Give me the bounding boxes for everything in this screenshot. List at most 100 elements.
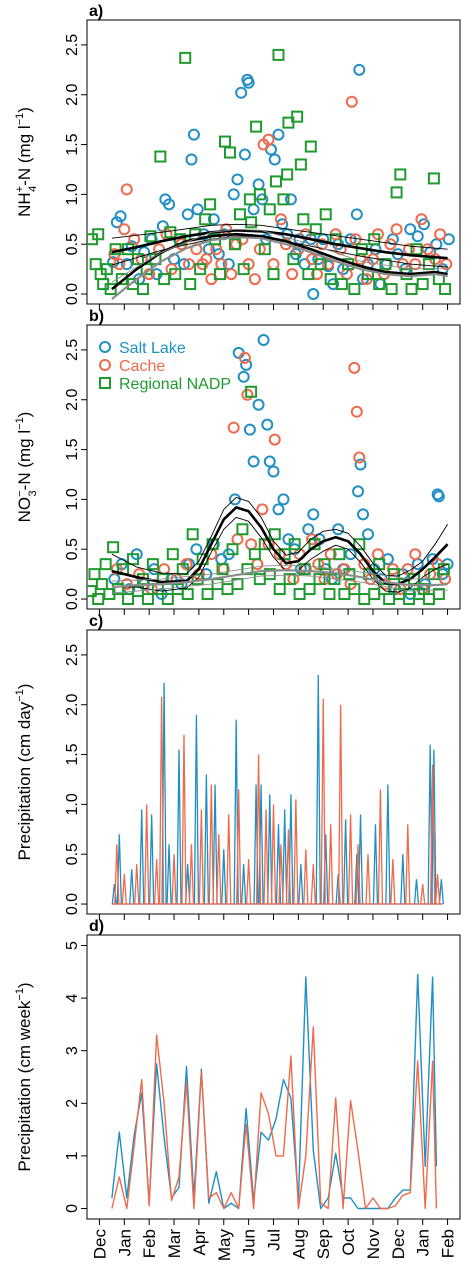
precip-spike-cache <box>293 799 299 905</box>
data-point-cache <box>231 533 244 546</box>
data-point-cache <box>256 503 269 516</box>
data-point-nadp <box>231 578 244 591</box>
data-point-nadp <box>107 541 120 554</box>
y-tick-label: 1.0 <box>64 183 81 205</box>
data-point-salt-lake <box>114 210 127 223</box>
data-point-nadp <box>333 548 346 561</box>
data-point-nadp <box>388 568 401 581</box>
data-point-nadp <box>164 226 177 239</box>
data-point-salt-lake <box>207 213 220 226</box>
data-point-cache <box>353 451 366 464</box>
data-point-nadp <box>204 198 217 211</box>
fit-curve <box>111 574 448 594</box>
data-point-salt-lake <box>268 153 281 166</box>
fit-curve <box>111 564 448 582</box>
data-point-cache <box>241 388 254 401</box>
data-point-nadp <box>95 578 108 591</box>
precip-spike-salt-lake <box>212 784 218 905</box>
y-tick-label: 5 <box>64 941 81 950</box>
data-point-cache <box>118 223 131 236</box>
precip-spike-salt-lake <box>431 749 437 905</box>
data-point-cache <box>227 421 240 434</box>
data-point-nadp <box>303 583 316 596</box>
data-point-nadp <box>288 538 301 551</box>
legend-label: Cache <box>119 358 165 375</box>
precip-spike-salt-lake <box>221 849 227 905</box>
data-point-salt-lake <box>277 493 290 506</box>
data-point-nadp <box>368 588 381 601</box>
y-tick-label: 1.5 <box>64 133 81 155</box>
data-point-nadp <box>338 588 351 601</box>
y-label-rest: -N (mg l <box>15 125 34 185</box>
precip-spike-cache <box>121 874 127 905</box>
precip-spike-cache <box>285 829 292 905</box>
data-point-nadp <box>373 278 386 291</box>
y-label-unit-sup: −1 <box>14 689 26 702</box>
data-point-nadp <box>179 51 192 64</box>
data-point-nadp <box>237 263 250 276</box>
precip-spike-cache <box>429 764 436 905</box>
data-point-nadp <box>394 168 407 181</box>
data-point-nadp <box>267 268 280 281</box>
line-salt-lake <box>111 973 438 1210</box>
precip-spike-salt-lake <box>413 879 420 905</box>
y-label-close: ) <box>15 412 34 418</box>
data-point-nadp <box>385 283 398 296</box>
data-point-cache <box>238 351 251 364</box>
data-point-nadp <box>309 223 322 236</box>
y-tick-label: 0.0 <box>64 893 81 915</box>
data-point-nadp <box>112 583 125 596</box>
precip-spike-cache <box>270 804 277 905</box>
data-point-nadp <box>243 193 256 206</box>
data-point-cache <box>324 548 337 561</box>
y-tick-label: 2.5 <box>64 644 81 666</box>
data-point-nadp <box>353 538 366 551</box>
data-point-nadp <box>161 593 174 606</box>
precip-spike-cache <box>278 844 284 905</box>
data-point-nadp <box>201 588 214 601</box>
data-point-nadp <box>127 553 140 566</box>
precip-spike-salt-lake <box>203 774 210 905</box>
data-point-cache <box>279 238 292 251</box>
data-point-salt-lake <box>353 63 366 76</box>
data-point-nadp <box>432 588 445 601</box>
data-point-cache <box>390 223 403 236</box>
data-point-salt-lake <box>276 218 289 231</box>
y-tick-label: 2.5 <box>64 339 81 361</box>
data-point-nadp <box>253 188 266 201</box>
x-tick-label: Feb <box>140 1229 159 1258</box>
data-point-nadp <box>297 213 310 226</box>
data-point-salt-lake <box>185 153 198 166</box>
data-point-nadp <box>245 385 258 398</box>
data-point-nadp <box>92 228 105 241</box>
precip-spike-cache <box>434 874 441 905</box>
precip-spike-salt-lake <box>298 864 304 905</box>
data-point-salt-lake <box>227 188 240 201</box>
data-point-salt-lake <box>190 543 203 556</box>
data-point-salt-lake <box>237 370 250 383</box>
data-point-nadp <box>186 528 199 541</box>
data-point-salt-lake <box>163 198 176 211</box>
fit-curve <box>111 496 448 577</box>
data-point-nadp <box>281 168 294 181</box>
data-point-nadp <box>181 588 194 601</box>
data-point-nadp <box>226 543 239 556</box>
data-point-salt-lake <box>181 208 194 221</box>
precip-spike-salt-lake <box>267 794 273 905</box>
data-point-salt-lake <box>432 490 445 503</box>
data-point-salt-lake <box>267 465 280 478</box>
y-tick-label: 1 <box>64 1151 81 1160</box>
data-point-cache <box>262 133 275 146</box>
precip-spike-cache <box>114 844 120 905</box>
data-point-nadp <box>293 588 306 601</box>
fit-curve <box>111 569 448 589</box>
data-point-nadp <box>422 258 435 271</box>
data-point-cache <box>350 405 363 418</box>
data-point-nadp <box>335 278 348 291</box>
y-tick-label: 1.0 <box>64 793 81 815</box>
data-point-salt-lake <box>238 148 251 161</box>
y-tick-label: 2.5 <box>64 34 81 56</box>
y-label-sup: + <box>14 186 26 192</box>
precip-spike-cache <box>158 696 165 905</box>
